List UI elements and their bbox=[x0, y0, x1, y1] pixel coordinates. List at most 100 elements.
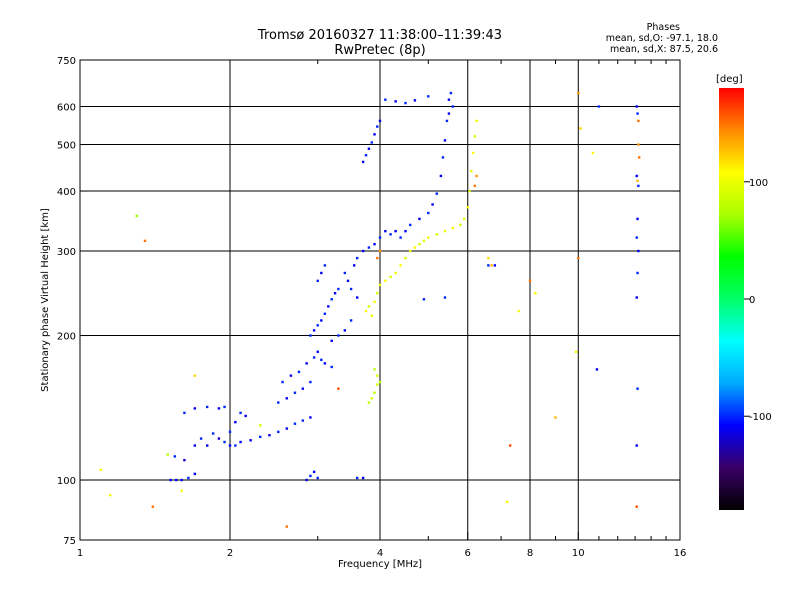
data-point bbox=[259, 435, 262, 439]
data-point bbox=[473, 184, 477, 188]
data-point bbox=[635, 444, 638, 447]
data-point bbox=[364, 309, 368, 313]
data-point bbox=[355, 296, 359, 299]
data-point bbox=[394, 271, 397, 275]
data-point bbox=[277, 430, 280, 434]
data-point bbox=[636, 387, 639, 390]
phases-title: Phases bbox=[646, 22, 680, 33]
y-tick-label: 300 bbox=[57, 247, 76, 258]
data-point bbox=[591, 151, 595, 155]
data-point bbox=[373, 133, 376, 136]
data-point bbox=[373, 391, 376, 394]
data-point bbox=[443, 296, 447, 299]
data-point bbox=[427, 236, 430, 239]
data-point bbox=[422, 239, 426, 243]
data-point bbox=[333, 292, 337, 295]
data-point bbox=[635, 105, 638, 108]
colorbar-tick-label: 100 bbox=[749, 178, 768, 189]
data-point bbox=[505, 500, 509, 504]
data-point bbox=[554, 416, 557, 419]
data-point bbox=[361, 249, 365, 253]
data-point bbox=[211, 432, 215, 435]
data-point bbox=[199, 437, 203, 440]
data-point bbox=[193, 407, 197, 410]
data-point bbox=[443, 229, 447, 233]
data-point bbox=[151, 505, 155, 508]
data-point bbox=[636, 217, 639, 221]
data-point bbox=[309, 334, 312, 337]
data-point bbox=[389, 233, 392, 236]
data-point bbox=[312, 356, 316, 359]
data-point bbox=[346, 279, 350, 283]
data-point bbox=[355, 476, 359, 480]
data-point bbox=[187, 476, 190, 480]
data-points bbox=[99, 91, 641, 528]
data-point bbox=[320, 319, 323, 322]
data-point bbox=[367, 305, 371, 308]
y-tick-label: 600 bbox=[57, 103, 76, 114]
data-point bbox=[637, 184, 640, 188]
data-point bbox=[277, 401, 280, 404]
data-point bbox=[281, 380, 284, 384]
data-point bbox=[378, 283, 382, 287]
data-point bbox=[135, 214, 138, 218]
data-point bbox=[352, 264, 356, 267]
data-point bbox=[293, 391, 297, 394]
y-tick-label: 75 bbox=[63, 536, 76, 547]
data-point bbox=[637, 143, 640, 146]
data-point bbox=[285, 397, 288, 400]
data-point bbox=[473, 135, 477, 138]
data-point bbox=[459, 223, 462, 227]
data-point bbox=[285, 427, 288, 430]
data-point bbox=[475, 119, 478, 123]
data-point bbox=[404, 101, 407, 105]
chart-subtitle: RwPretec (8p) bbox=[334, 43, 426, 58]
data-point bbox=[305, 362, 308, 365]
data-point bbox=[445, 119, 449, 123]
data-point bbox=[577, 91, 580, 95]
data-point bbox=[635, 296, 638, 299]
chart-title: Tromsø 20160327 11:38:00–11:39:43 bbox=[257, 28, 503, 43]
data-point bbox=[323, 362, 327, 365]
data-point bbox=[389, 275, 392, 279]
data-point bbox=[431, 203, 434, 206]
data-point bbox=[223, 440, 226, 444]
data-point bbox=[487, 256, 490, 260]
data-point bbox=[490, 264, 493, 267]
data-point bbox=[451, 105, 455, 108]
data-point bbox=[399, 236, 402, 239]
data-point bbox=[413, 99, 417, 102]
data-point bbox=[508, 444, 512, 447]
data-point bbox=[637, 249, 640, 253]
y-tick-label: 500 bbox=[57, 141, 76, 152]
data-point bbox=[367, 147, 371, 150]
data-point bbox=[439, 174, 443, 178]
x-tick-label: 1 bbox=[77, 548, 83, 559]
data-point bbox=[636, 112, 639, 115]
data-point bbox=[404, 229, 407, 233]
x-axis-ticks: 1 2 4 6 8 10 16 bbox=[77, 532, 686, 559]
data-point bbox=[409, 249, 412, 253]
data-point bbox=[418, 242, 421, 246]
data-point bbox=[169, 478, 172, 482]
data-point bbox=[636, 179, 639, 183]
data-point bbox=[361, 476, 365, 480]
data-point bbox=[475, 174, 478, 178]
data-point bbox=[451, 226, 455, 230]
data-point bbox=[470, 169, 473, 173]
data-point bbox=[309, 474, 312, 478]
data-point bbox=[384, 229, 387, 233]
data-point bbox=[173, 455, 177, 458]
data-point bbox=[259, 424, 262, 427]
data-point bbox=[316, 279, 319, 283]
data-point bbox=[217, 437, 221, 440]
data-point bbox=[337, 334, 340, 337]
data-point bbox=[309, 380, 312, 384]
data-point bbox=[239, 440, 242, 444]
colorbar-tick-label: 0 bbox=[749, 295, 755, 306]
y-tick-label: 200 bbox=[57, 332, 76, 343]
x-tick-label: 4 bbox=[377, 548, 383, 559]
data-point bbox=[180, 489, 183, 492]
data-point bbox=[574, 350, 578, 353]
data-point bbox=[223, 405, 226, 409]
